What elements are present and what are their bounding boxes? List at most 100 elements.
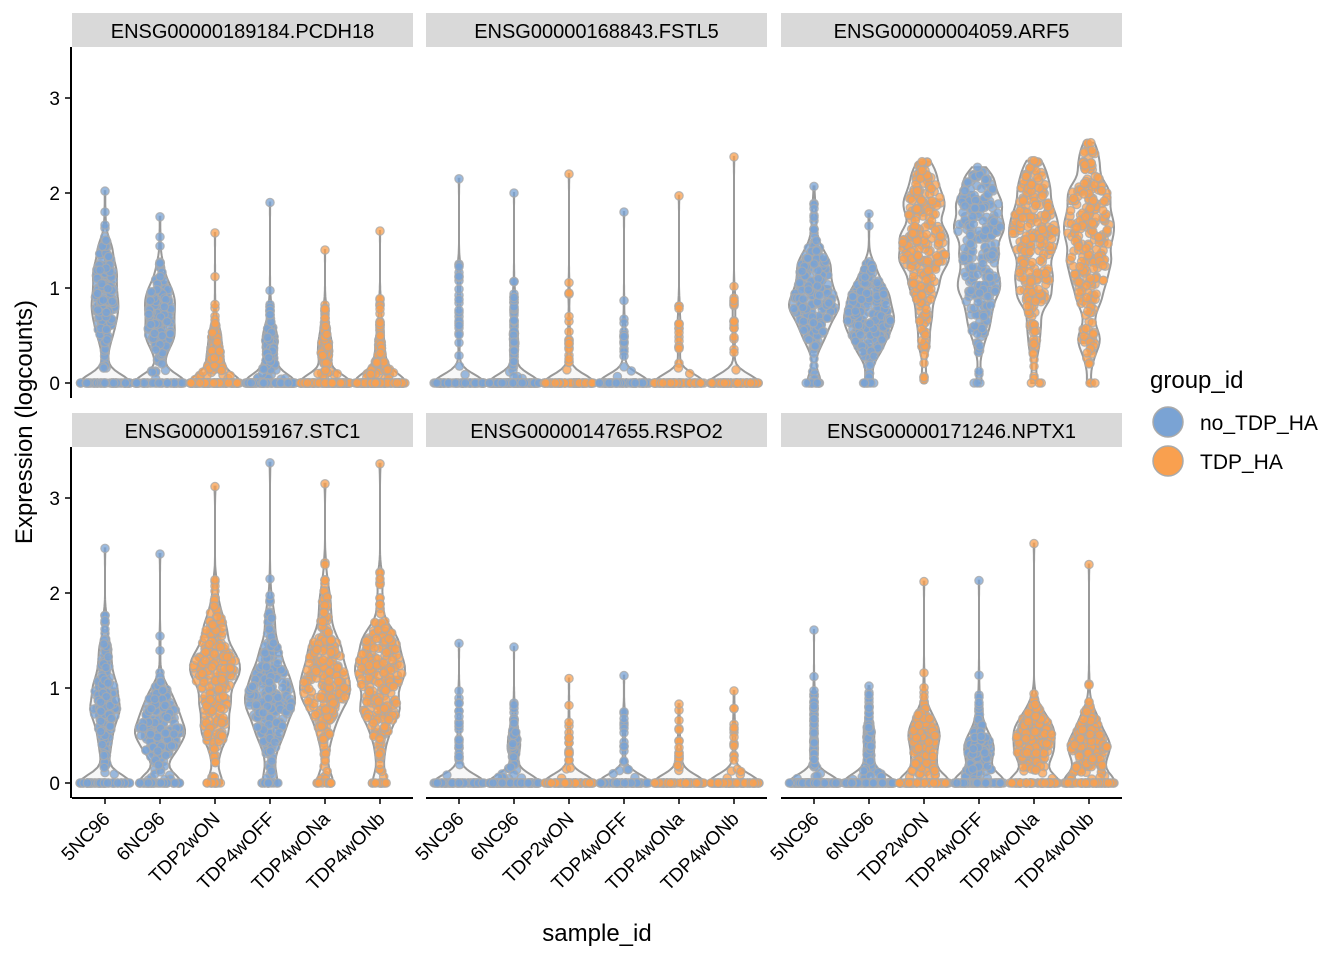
data-point — [209, 621, 217, 629]
data-point — [101, 221, 109, 229]
data-point — [899, 255, 907, 263]
legend-label-no-tdp-ha: no_TDP_HA — [1200, 412, 1318, 435]
data-point — [156, 213, 164, 221]
data-point — [1081, 161, 1089, 169]
data-point — [366, 370, 374, 378]
data-point — [991, 287, 999, 295]
data-point — [1030, 362, 1038, 370]
x-tick-label: 5NC96 — [58, 809, 115, 866]
data-point — [873, 278, 881, 286]
data-point — [510, 347, 518, 355]
data-point — [158, 360, 166, 368]
data-point — [455, 362, 463, 370]
data-point — [1098, 187, 1106, 195]
data-point — [976, 342, 984, 350]
data-point — [899, 239, 907, 247]
data-point — [518, 379, 526, 387]
data-point — [139, 724, 147, 732]
data-point — [215, 347, 223, 355]
data-point — [978, 324, 986, 332]
data-point — [263, 333, 271, 341]
data-point — [196, 379, 204, 387]
data-point — [101, 379, 109, 387]
data-point — [921, 331, 929, 339]
data-point — [595, 379, 603, 387]
data-point — [226, 664, 234, 672]
data-point — [730, 318, 738, 326]
data-point — [1016, 286, 1024, 294]
data-point — [932, 252, 940, 260]
data-point — [455, 263, 463, 271]
data-point — [849, 293, 857, 301]
data-point — [265, 354, 273, 362]
data-point — [870, 352, 878, 360]
data-point — [321, 322, 329, 330]
legend-title: group_id — [1150, 367, 1243, 394]
data-point — [1089, 330, 1097, 338]
data-point — [101, 625, 109, 633]
data-point — [730, 333, 738, 341]
data-point — [102, 663, 110, 671]
data-point — [104, 653, 112, 661]
data-point — [218, 719, 226, 727]
data-point — [1066, 207, 1074, 215]
data-point — [551, 379, 559, 387]
data-point — [924, 257, 932, 265]
data-point — [455, 272, 463, 280]
data-point — [928, 197, 936, 205]
data-point — [868, 264, 876, 272]
data-point — [247, 379, 255, 387]
data-point — [136, 779, 144, 787]
data-point — [102, 325, 110, 333]
data-point — [799, 303, 807, 311]
data-point — [565, 339, 573, 347]
data-point — [319, 351, 327, 359]
data-point — [861, 273, 869, 281]
data-point — [1028, 258, 1036, 266]
data-point — [217, 366, 225, 374]
data-point — [333, 370, 341, 378]
data-point — [211, 300, 219, 308]
data-point — [1070, 270, 1078, 278]
data-point — [455, 339, 463, 347]
facet-panel: ENSG00000168843.FSTL5 — [426, 13, 767, 387]
data-point — [98, 740, 106, 748]
data-point — [157, 678, 165, 686]
data-point — [859, 348, 867, 356]
data-point — [1087, 139, 1095, 147]
data-point — [485, 379, 493, 387]
data-point — [857, 295, 865, 303]
data-point — [1021, 236, 1029, 244]
data-point — [94, 306, 102, 314]
data-point — [1080, 179, 1088, 187]
data-point — [675, 192, 683, 200]
data-point — [804, 286, 812, 294]
data-point — [1094, 233, 1102, 241]
data-point — [920, 351, 928, 359]
facet-title: ENSG00000159167.STC1 — [125, 421, 361, 443]
data-point — [150, 329, 158, 337]
violin — [654, 196, 704, 383]
data-point — [913, 187, 921, 195]
data-point — [83, 379, 91, 387]
data-point — [971, 204, 979, 212]
data-point — [1099, 261, 1107, 269]
data-point — [373, 358, 381, 366]
data-point — [167, 742, 175, 750]
data-point — [981, 175, 989, 183]
data-point — [674, 364, 682, 372]
data-point — [159, 686, 167, 694]
data-point — [498, 379, 506, 387]
data-point — [1030, 157, 1038, 165]
data-point — [114, 779, 122, 787]
data-point — [1088, 219, 1096, 227]
data-point — [916, 317, 924, 325]
data-point — [1019, 197, 1027, 205]
data-point — [154, 761, 162, 769]
data-point — [376, 227, 384, 235]
data-point — [376, 305, 384, 313]
data-point — [218, 732, 226, 740]
data-point — [812, 247, 820, 255]
data-point — [922, 230, 930, 238]
